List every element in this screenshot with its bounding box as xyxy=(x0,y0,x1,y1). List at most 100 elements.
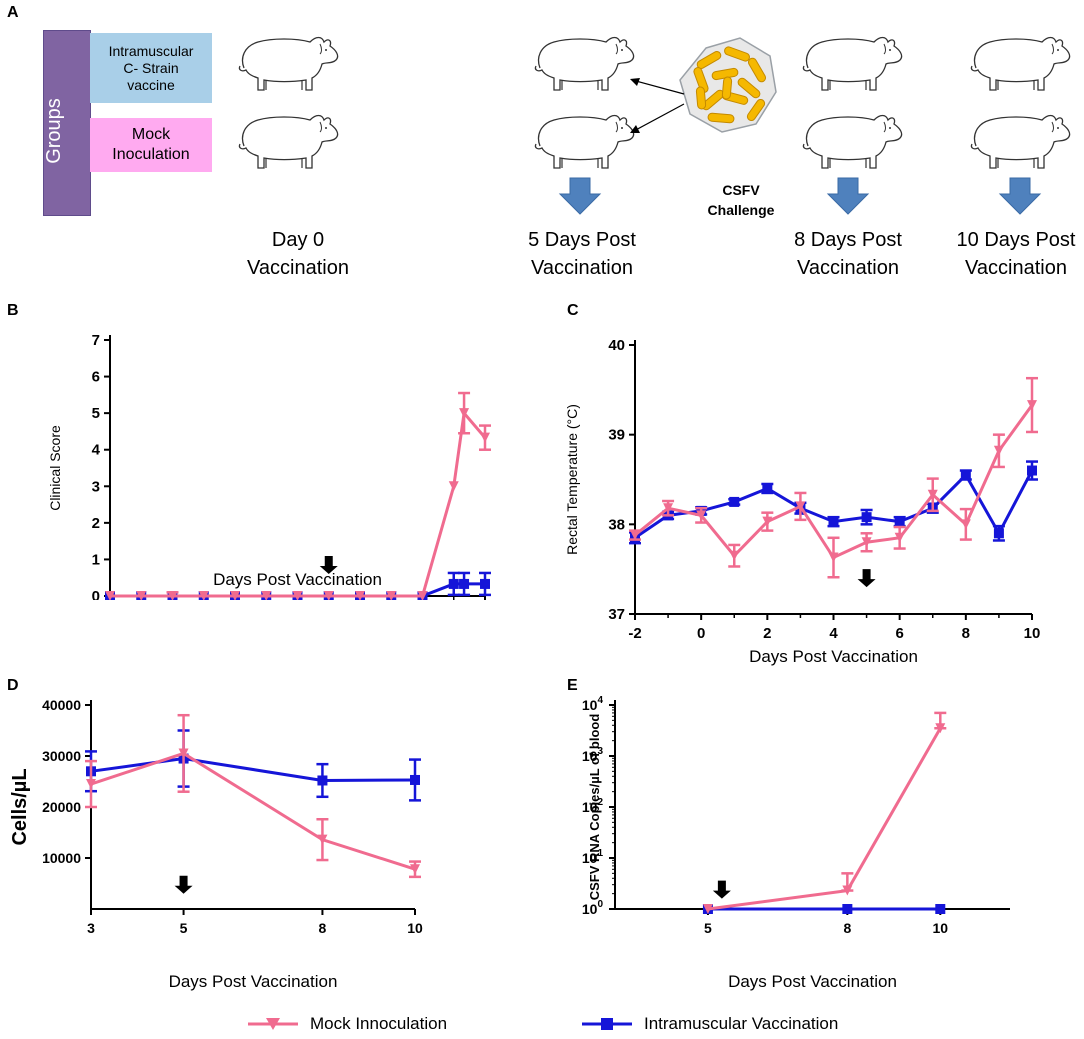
stage-line: 8 Days Post xyxy=(794,229,902,251)
y-tick-label: 5 xyxy=(92,405,100,422)
data-point-intramuscular xyxy=(935,904,946,914)
x-tick-label: 8 xyxy=(843,920,851,936)
panel-letter-d: D xyxy=(7,677,19,694)
challenge-arrow-icon xyxy=(174,875,193,894)
stage-label-day5: 5 Days Post Vaccination xyxy=(512,226,652,282)
challenge-arrow xyxy=(631,103,685,133)
y-axis-label: Cells/µL xyxy=(9,768,31,845)
stage-line: Vaccination xyxy=(531,257,633,279)
x-tick-label: 8 xyxy=(319,920,327,936)
csfv-challenge-label: CSFV Challenge xyxy=(696,180,786,220)
y-tick-label: 1 xyxy=(92,551,100,568)
challenge-arrow-icon xyxy=(712,880,731,899)
pig-icon xyxy=(970,36,1071,91)
x-tick-label: 5 xyxy=(180,920,188,936)
data-point-intramuscular xyxy=(480,578,490,589)
data-point-intramuscular xyxy=(459,578,470,589)
y-tick-label: 40 xyxy=(608,337,625,354)
legend-intramuscular-marker xyxy=(582,1018,632,1030)
series-line-intramuscular xyxy=(90,757,416,782)
data-point-mock xyxy=(317,834,328,845)
data-point-mock xyxy=(935,723,946,734)
legend-intramuscular-label: Intramuscular Vaccination xyxy=(644,1014,839,1033)
panel-a-illustration xyxy=(238,36,1071,215)
x-axis-label: Days Post Vaccination xyxy=(728,972,897,991)
y-axis-label: CSFV RNA Copies/µL of blood xyxy=(587,714,602,901)
data-point-mock xyxy=(261,591,272,600)
challenge-arrow-icon xyxy=(319,556,338,575)
pig-icon xyxy=(970,114,1071,169)
data-point-mock xyxy=(178,748,189,759)
data-point-mock xyxy=(842,885,853,896)
stage-line: Vaccination xyxy=(965,257,1067,279)
mock-box-line: Mock xyxy=(131,126,171,143)
series-line-mock xyxy=(634,404,1034,560)
x-tick-label: -2 xyxy=(628,625,641,642)
x-tick-label: 8 xyxy=(962,625,970,642)
chart-b-clinical-score: B-2024681001234567Days Post VaccinationC… xyxy=(7,302,491,600)
data-point-mock xyxy=(927,489,938,500)
y-tick-label: 2 xyxy=(92,515,100,532)
data-point-mock xyxy=(386,591,397,600)
data-point-mock xyxy=(795,501,806,512)
data-point-mock xyxy=(696,510,707,521)
series-line-intramuscular xyxy=(634,469,1034,540)
y-tick-label: 102 xyxy=(582,797,604,815)
pig-icon xyxy=(802,114,903,169)
data-point-intramuscular xyxy=(894,516,905,527)
chart-c-rectal-temperature: C -2 0 2 4 6 8 10 37 38 39 40 Days Post Vaccination R… xyxy=(564,302,1040,666)
data-point-mock xyxy=(828,552,839,563)
data-point-mock xyxy=(894,532,905,543)
mock-box-line: Inoculation xyxy=(112,146,190,163)
data-point-mock xyxy=(993,445,1004,456)
csfv-virus-icon xyxy=(679,37,777,133)
challenge-line: Challenge xyxy=(707,202,775,218)
y-tick-label: 4 xyxy=(92,442,101,459)
timepoint-arrow-icon xyxy=(827,177,869,215)
series-line-mock xyxy=(110,409,487,598)
pig-icon xyxy=(534,114,635,169)
data-point-mock xyxy=(480,432,490,443)
y-tick-label: 100 xyxy=(582,899,604,917)
series-line-mock xyxy=(707,727,942,911)
data-point-intramuscular xyxy=(762,483,773,494)
y-tick-label: 104 xyxy=(582,695,604,713)
chart-d-cell-counts: D 3 5 8 10 10000 20000 30000 40000 Days Post Vacc… xyxy=(7,677,423,991)
y-tick-label: 20000 xyxy=(42,799,81,815)
mock-group-box: Mock Inoculation xyxy=(90,118,212,172)
stage-line: 5 Days Post xyxy=(528,229,636,251)
x-axis-label: Days Post Vaccination xyxy=(213,570,382,589)
timepoint-arrow-icon xyxy=(999,177,1041,215)
timepoint-arrow-icon xyxy=(559,177,601,215)
y-tick-label: 40000 xyxy=(42,697,81,713)
data-point-mock xyxy=(663,503,674,514)
legend-intramuscular: Intramuscular Vaccination xyxy=(580,1014,838,1034)
data-point-mock xyxy=(198,591,209,600)
y-tick-label: 0 xyxy=(92,588,100,600)
data-point-mock xyxy=(861,537,872,548)
data-point-mock xyxy=(417,591,428,600)
data-point-mock xyxy=(762,516,773,527)
data-point-mock xyxy=(1027,400,1037,411)
y-tick-label: 10000 xyxy=(42,850,81,866)
x-tick-label: 2 xyxy=(763,625,771,642)
x-tick-label: 10 xyxy=(407,920,423,936)
y-tick-label: 30000 xyxy=(42,748,81,764)
panel-letter-c: C xyxy=(567,302,579,319)
series-line-mock xyxy=(90,751,416,871)
stage-label-day10: 10 Days Post Vaccination xyxy=(948,226,1084,282)
data-point-intramuscular xyxy=(448,578,459,589)
data-point-intramuscular xyxy=(1027,465,1037,476)
data-point-intramuscular xyxy=(729,496,740,507)
vaccine-box-line: vaccine xyxy=(127,76,175,93)
x-tick-label: 3 xyxy=(87,920,95,936)
pig-icon xyxy=(802,36,903,91)
panel-letter-a: A xyxy=(7,4,19,21)
y-tick-label: 103 xyxy=(582,746,604,764)
data-point-intramuscular xyxy=(842,904,853,914)
x-tick-label: 4 xyxy=(829,625,838,642)
pig-icon xyxy=(238,114,339,169)
x-axis-label: Days Post Vaccination xyxy=(169,972,338,991)
vaccine-group-box: Intramuscular C- Strain vaccine xyxy=(90,33,212,103)
panel-letter-b: B xyxy=(7,302,19,319)
